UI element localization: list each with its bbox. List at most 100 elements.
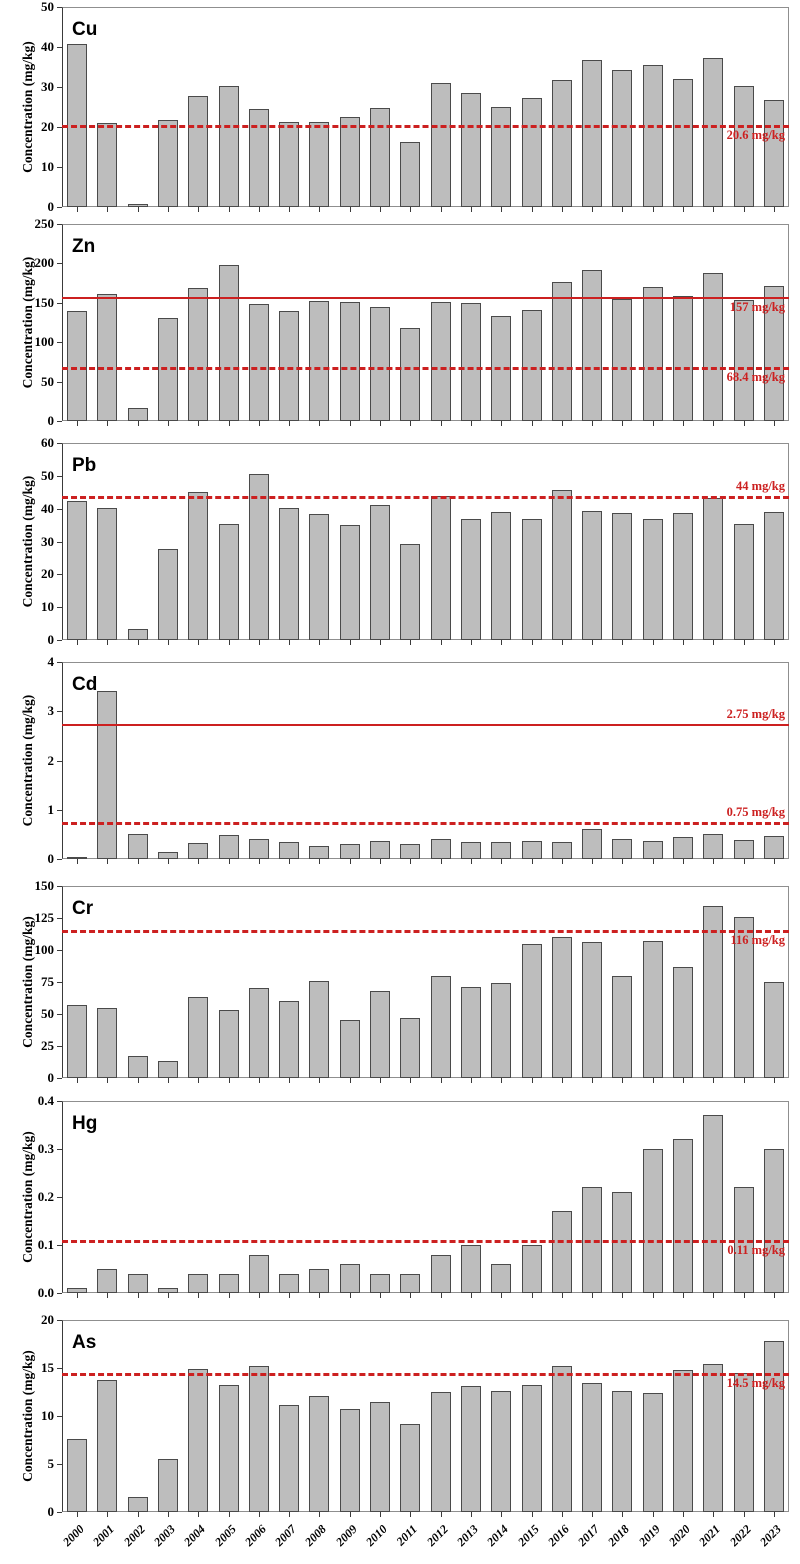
x-tick-mark-zn-14 — [501, 421, 503, 426]
bar-zn-2017 — [582, 269, 603, 421]
x-tick-mark-as-0 — [77, 1512, 79, 1517]
y-tick-label-as-4: 20 — [41, 1312, 54, 1327]
y-tick-label-hg-0: 0.0 — [37, 1285, 54, 1300]
y-tick-label-zn-2: 100 — [34, 334, 55, 350]
bar-cu-2016 — [551, 80, 572, 207]
bar-cu-2019 — [642, 64, 663, 207]
x-tick-mark-cd-16 — [561, 859, 563, 864]
bar-cu-2012 — [430, 82, 451, 207]
reference-line-cd-1 — [62, 822, 789, 826]
bar-cd-2016 — [551, 841, 572, 859]
bar-zn-2008 — [309, 301, 330, 421]
x-tick-mark-pb-15 — [531, 640, 533, 645]
bar-as-2002 — [127, 1496, 148, 1512]
bar-pb-2004 — [188, 491, 209, 640]
y-axis-title-cu: Concentration (mg/kg) — [20, 41, 35, 173]
x-tick-mark-cd-2 — [137, 859, 139, 864]
bar-as-2012 — [430, 1392, 451, 1512]
bar-cd-2012 — [430, 839, 451, 859]
y-tick-mark-as-0 — [57, 1512, 62, 1513]
bar-cd-2005 — [218, 834, 239, 859]
x-tick-mark-pb-7 — [289, 640, 291, 645]
bar-hg-2003 — [158, 1288, 178, 1293]
x-tick-mark-zn-8 — [319, 421, 321, 426]
x-tick-mark-as-10 — [380, 1512, 382, 1517]
y-tick-mark-hg-3 — [57, 1149, 62, 1150]
x-tick-mark-as-22 — [743, 1512, 745, 1517]
y-tick-label-cr-1: 25 — [41, 1038, 54, 1053]
x-tick-mark-cd-18 — [622, 859, 624, 864]
reference-line-pb-0 — [62, 495, 789, 499]
y-tick-label-zn-0: 0 — [47, 413, 55, 428]
x-tick-mark-hg-3 — [168, 1293, 170, 1298]
bar-cr-2023 — [763, 982, 784, 1078]
x-tick-mark-hg-21 — [713, 1293, 715, 1298]
bar-cd-2015 — [521, 841, 542, 859]
y-tick-mark-cd-2 — [57, 760, 62, 762]
x-tick-mark-as-14 — [501, 1512, 503, 1517]
x-tick-mark-zn-10 — [380, 421, 382, 426]
x-tick-mark-cd-8 — [319, 859, 321, 864]
bar-as-2008 — [309, 1395, 330, 1512]
y-tick-label-as-0: 0 — [47, 1504, 55, 1519]
x-tick-mark-hg-4 — [198, 1293, 200, 1298]
x-tick-label-2015: 2015 — [514, 1522, 542, 1549]
bar-cr-2021 — [703, 906, 724, 1078]
panel-title-as: As — [72, 1332, 97, 1353]
bar-hg-2002 — [127, 1273, 148, 1293]
bar-cd-2010 — [370, 841, 391, 859]
bar-as-2021 — [703, 1364, 724, 1512]
y-tick-label-as-3: 15 — [41, 1360, 54, 1375]
bar-cu-2013 — [460, 93, 481, 207]
x-tick-mark-cu-17 — [592, 207, 594, 212]
y-tick-mark-zn-1 — [57, 381, 62, 383]
bar-cu-2023 — [763, 100, 784, 207]
y-tick-mark-cr-5 — [57, 918, 62, 919]
bar-hg-2010 — [370, 1273, 391, 1293]
bar-as-2023 — [763, 1341, 784, 1512]
y-tick-mark-hg-4 — [57, 1101, 62, 1102]
panel-title-cu: Cu — [72, 19, 98, 40]
bar-pb-2015 — [521, 518, 542, 640]
bar-cu-2022 — [733, 86, 754, 207]
x-tick-mark-zn-0 — [77, 421, 79, 426]
x-tick-mark-hg-20 — [682, 1293, 684, 1298]
x-tick-mark-pb-4 — [198, 640, 200, 645]
y-tick-mark-zn-3 — [57, 302, 62, 304]
reference-label-cu-0: 20.6 mg/kg — [726, 127, 785, 142]
x-tick-mark-as-20 — [682, 1512, 684, 1517]
x-tick-mark-hg-18 — [622, 1293, 624, 1298]
bar-cr-2000 — [67, 1005, 88, 1078]
y-tick-mark-cu-0 — [57, 207, 62, 208]
y-tick-mark-cr-4 — [57, 950, 62, 951]
x-tick-mark-zn-3 — [168, 421, 170, 426]
x-tick-mark-zn-1 — [107, 421, 109, 426]
bar-cu-2008 — [309, 121, 330, 207]
x-tick-mark-pb-19 — [652, 640, 654, 645]
x-tick-mark-as-15 — [531, 1512, 533, 1517]
x-tick-mark-zn-12 — [440, 421, 442, 426]
panel-title-cr: Cr — [72, 898, 94, 919]
x-tick-mark-pb-0 — [77, 640, 79, 645]
reference-line-zn-0 — [62, 297, 789, 300]
x-tick-mark-as-23 — [773, 1512, 775, 1517]
x-tick-label-2007: 2007 — [272, 1522, 300, 1549]
bar-zn-2018 — [612, 298, 633, 421]
bar-pb-2003 — [158, 548, 178, 640]
x-tick-mark-hg-1 — [107, 1293, 109, 1298]
bar-cr-2003 — [158, 1061, 178, 1078]
bar-cu-2020 — [672, 79, 693, 207]
y-tick-label-zn-5: 250 — [34, 216, 55, 231]
y-tick-mark-as-3 — [57, 1368, 62, 1369]
x-tick-mark-cr-13 — [470, 1078, 472, 1083]
x-tick-mark-hg-9 — [349, 1293, 351, 1298]
x-tick-mark-as-18 — [622, 1512, 624, 1517]
x-tick-mark-zn-4 — [198, 421, 200, 426]
bar-hg-2021 — [703, 1115, 724, 1293]
x-tick-mark-cu-11 — [410, 207, 412, 212]
bar-cr-2015 — [521, 943, 542, 1078]
y-tick-label-cu-5: 50 — [41, 0, 54, 14]
x-tick-mark-cd-23 — [773, 859, 775, 864]
